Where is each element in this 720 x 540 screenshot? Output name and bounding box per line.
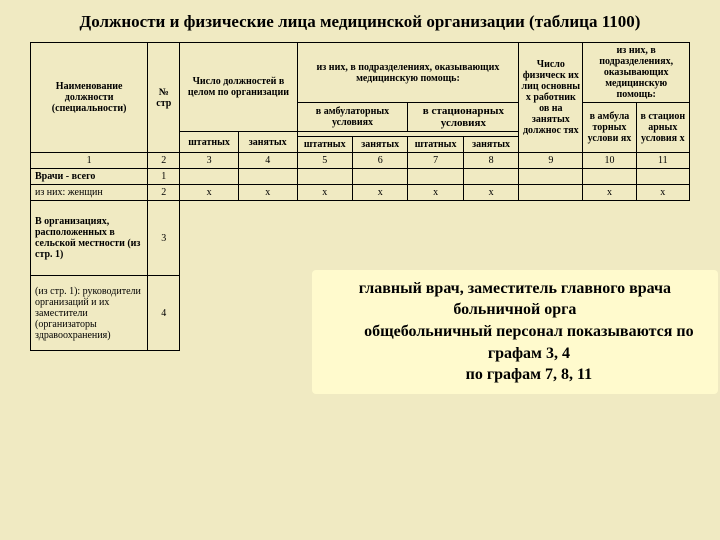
num-c6: 6: [352, 153, 407, 169]
note-l2: общебольничный персонал показываются по …: [322, 321, 707, 364]
num-c5: 5: [297, 153, 352, 169]
num-c9: 9: [519, 153, 583, 169]
hdr-subdiv: из них, в подразделениях, оказывающих ме…: [297, 43, 519, 103]
hdr-stat: в стационарных условиях: [408, 103, 519, 132]
r2-c7: х: [408, 185, 463, 201]
num-c8: 8: [463, 153, 518, 169]
r2-label: из них: женщин: [31, 185, 148, 201]
r2-c6: х: [352, 185, 407, 201]
hdr-zan-3: занятых: [463, 137, 518, 153]
num-c3: 3: [180, 153, 239, 169]
hdr-col2: № стр: [148, 43, 180, 153]
note-box: главный врач, заместитель главного врача…: [312, 270, 717, 394]
r4-n: 4: [148, 276, 180, 351]
hdr-shtat-1: штатных: [180, 132, 239, 153]
r2-c4: х: [238, 185, 297, 201]
r2-c3: х: [180, 185, 239, 201]
table-numrow: 1 2 3 4 5 6 7 8 9 10 11: [31, 153, 690, 169]
table-row: Врачи - всего 1: [31, 169, 690, 185]
r1-n: 1: [148, 169, 180, 185]
hdr-shtat-3: штатных: [408, 137, 463, 153]
r2-c10: х: [583, 185, 636, 201]
r2-c8: х: [463, 185, 518, 201]
table-row: В организациях, расположенных в сельской…: [31, 201, 690, 276]
hdr-phys-stat: в стацион арных условия х: [636, 103, 689, 153]
hdr-amb: в амбулаторных условиях: [297, 103, 408, 132]
table-row: из них: женщин 2 х х х х х х х х: [31, 185, 690, 201]
hdr-shtat-2: штатных: [297, 137, 352, 153]
hdr-zan-2: занятых: [352, 137, 407, 153]
r1-label: Врачи - всего: [31, 169, 148, 185]
r2-c5: х: [297, 185, 352, 201]
hdr-phys-subdiv: из них, в подразделениях, оказывающих ме…: [583, 43, 690, 103]
num-c4: 4: [238, 153, 297, 169]
num-c2: 2: [148, 153, 180, 169]
r3-n: 3: [148, 201, 180, 276]
r3-label: В организациях, расположенных в сельской…: [31, 201, 148, 276]
hdr-total-org: Число должностей в целом по организации: [180, 43, 297, 132]
num-c11: 11: [636, 153, 689, 169]
num-c1: 1: [31, 153, 148, 169]
main-table: Наименование должности (специальности) №…: [30, 42, 690, 351]
r4-label: (из стр. 1): руководители организаций и …: [31, 276, 148, 351]
hdr-zan-1: занятых: [238, 132, 297, 153]
num-c7: 7: [408, 153, 463, 169]
hdr-col1: Наименование должности (специальности): [31, 43, 148, 153]
note-l1: главный врач, заместитель главного врача…: [322, 278, 707, 321]
hdr-phys-amb: в амбула торных услови ях: [583, 103, 636, 153]
num-c10: 10: [583, 153, 636, 169]
note-l3: по графам 7, 8, 11: [322, 364, 707, 386]
page-title: Должности и физические лица медицинской …: [30, 12, 690, 32]
hdr-phys: Число физическ их лиц основны х работник…: [519, 43, 583, 153]
r2-n: 2: [148, 185, 180, 201]
r2-c11: х: [636, 185, 689, 201]
